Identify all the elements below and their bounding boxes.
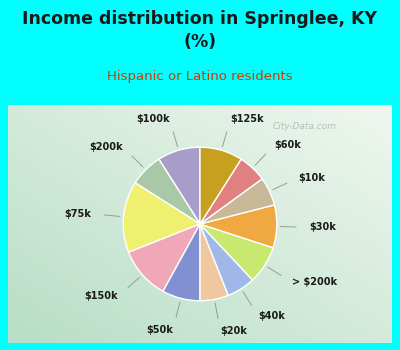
Text: $10k: $10k: [299, 173, 326, 183]
Wedge shape: [200, 224, 252, 295]
Wedge shape: [200, 179, 274, 224]
Text: $150k: $150k: [84, 291, 118, 301]
Wedge shape: [200, 159, 262, 224]
Text: Income distribution in Springlee, KY
(%): Income distribution in Springlee, KY (%): [22, 10, 378, 51]
Text: City-Data.com: City-Data.com: [272, 122, 336, 131]
Wedge shape: [200, 147, 241, 224]
Wedge shape: [129, 224, 200, 291]
Text: Hispanic or Latino residents: Hispanic or Latino residents: [107, 70, 293, 83]
Text: $50k: $50k: [146, 324, 173, 335]
Wedge shape: [200, 205, 277, 248]
Text: $75k: $75k: [64, 209, 92, 219]
Text: $125k: $125k: [230, 114, 264, 124]
Wedge shape: [200, 224, 273, 280]
Wedge shape: [135, 159, 200, 224]
Text: > $200k: > $200k: [292, 278, 337, 287]
Wedge shape: [159, 147, 200, 224]
Text: $20k: $20k: [220, 326, 247, 336]
Wedge shape: [200, 224, 228, 301]
Wedge shape: [123, 183, 200, 252]
Wedge shape: [163, 224, 200, 301]
Text: $60k: $60k: [275, 140, 302, 149]
Text: $40k: $40k: [258, 311, 285, 321]
Text: $100k: $100k: [136, 114, 170, 124]
Text: $200k: $200k: [89, 142, 123, 152]
Text: $30k: $30k: [309, 222, 336, 232]
